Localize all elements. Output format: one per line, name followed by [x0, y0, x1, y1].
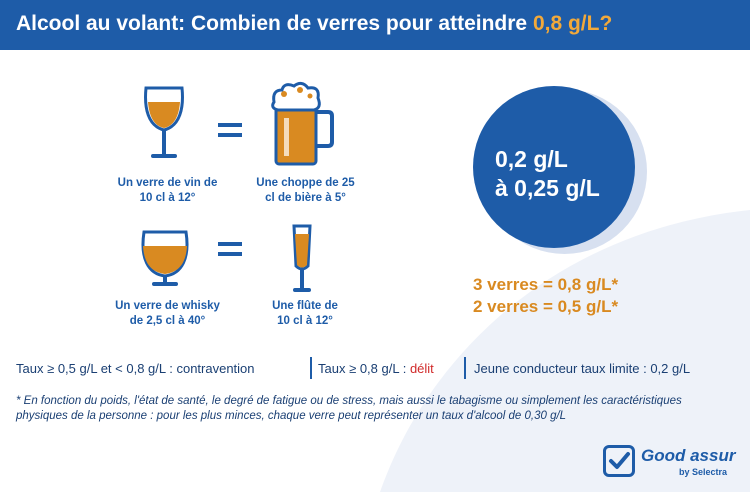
two-glasses-line: 2 verres = 0,5 g/L* [473, 297, 619, 316]
title-main: Alcool au volant: Combien de verres pour… [16, 12, 533, 35]
wine-glass-icon [144, 86, 184, 158]
footnote: * En fonction du poids, l'état de santé,… [16, 395, 682, 422]
contravention-text: Taux ≥ 0,5 g/L et < 0,8 g/L : contravent… [16, 361, 255, 376]
delit-prefix: Taux ≥ 0,8 g/L : [318, 361, 410, 376]
page-title: Alcool au volant: Combien de verres pour… [16, 12, 612, 36]
bac-circle [473, 86, 635, 248]
three-glasses-line: 3 verres = 0,8 g/L* [473, 275, 619, 294]
bac-range-text: 0,2 g/L à 0,25 g/L [495, 146, 600, 201]
flute-caption: Une flûte de 10 cl à 12° [272, 300, 338, 327]
whisky-caption: Un verre de whisky de 2,5 cl à 40° [115, 300, 220, 327]
beer-mug-icon [271, 81, 334, 166]
goodassur-logo: Good assur by Selectra [603, 442, 738, 486]
glasses-summary: 3 verres = 0,8 g/L* 2 verres = 0,5 g/L* [473, 274, 618, 318]
divider [464, 357, 466, 379]
divider [310, 357, 312, 379]
delit-text: Taux ≥ 0,8 g/L : délit [318, 361, 434, 376]
equals-icon [218, 242, 242, 262]
whisky-glass-icon [141, 230, 189, 286]
header-banner: Alcool au volant: Combien de verres pour… [0, 0, 750, 50]
beer-caption: Une choppe de 25 cl de bière à 5° [256, 177, 355, 204]
background-wave [380, 210, 750, 492]
champagne-flute-icon [292, 224, 312, 292]
logo-byline: by Selectra [679, 467, 728, 477]
young-driver-text: Jeune conducteur taux limite : 0,2 g/L [474, 361, 691, 376]
shield-check-icon [603, 445, 635, 477]
logo-name: Good assur [641, 446, 736, 465]
equals-icon [218, 123, 242, 143]
delit-word: délit [409, 361, 434, 376]
title-accent: 0,8 g/L? [532, 12, 613, 35]
wine-caption: Un verre de vin de 10 cl à 12° [117, 177, 218, 204]
